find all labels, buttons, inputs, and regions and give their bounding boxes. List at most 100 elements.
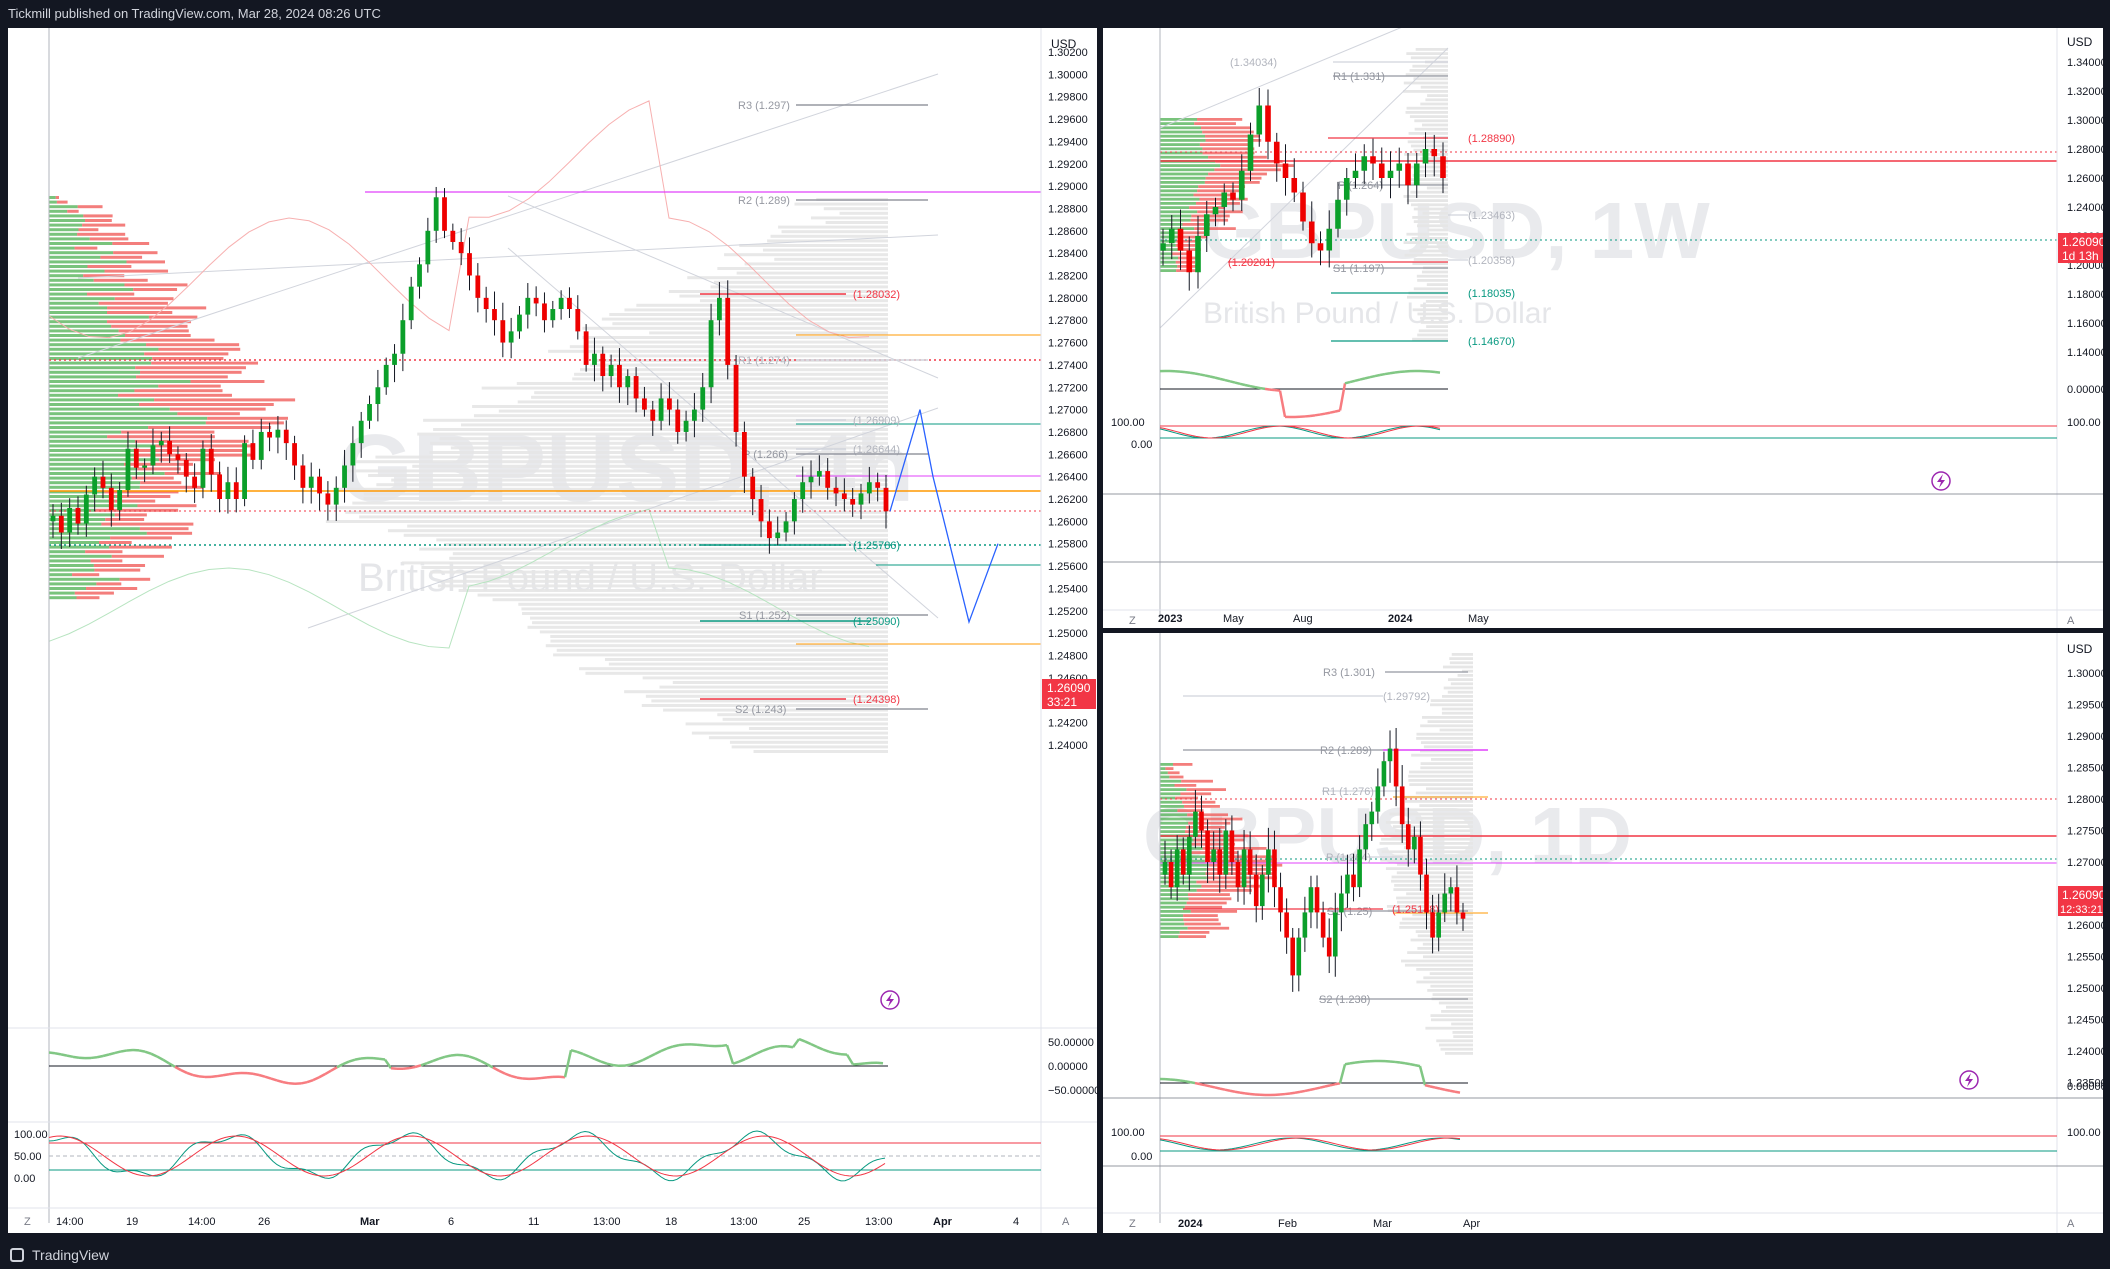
- vp-bar-down: [155, 444, 254, 448]
- candle-bear: [825, 471, 831, 488]
- vp-bar-value-area: [839, 211, 888, 215]
- vp-bar-up: [49, 536, 111, 540]
- daily-vp-value-area: [1406, 892, 1473, 896]
- osc1-segment: [192, 1073, 200, 1078]
- daily-vp-value-area: [1402, 808, 1473, 812]
- vp-bar-down: [151, 361, 259, 365]
- daily-vp-value-area: [1432, 993, 1473, 996]
- daily-lightning-icon[interactable]: [1959, 1070, 1979, 1090]
- time-axis[interactable]: 14:00 19 14:00 26 Mar 6 11 13:00 18 13:00 25 13:00 A…: [56, 1216, 1019, 1228]
- weekly-chart-panel[interactable]: GBPUSD, 1W British Pound / U.S. Dollar (…: [1103, 28, 2103, 628]
- vp-bar-value-area: [710, 285, 888, 289]
- daily-vp-down: [1184, 830, 1223, 833]
- vp-bar-down: [139, 403, 274, 406]
- vp-bar-value-area: [391, 478, 888, 482]
- daily-price-tick: 1.29000: [2067, 731, 2103, 743]
- candle-bear: [458, 241, 464, 254]
- daily-price-axis[interactable]: 1.30000 1.29500 1.29000 1.28500 1.28000 1.275…: [2067, 668, 2103, 1090]
- weekly-chart-svg[interactable]: GBPUSD, 1W British Pound / U.S. Dollar (…: [1103, 28, 2103, 628]
- daily-vp-down: [1169, 775, 1184, 779]
- vp-bar-value-area: [342, 469, 888, 473]
- candle-bear: [217, 474, 222, 499]
- price-axis[interactable]: 1.30200 1.30000 1.29800 1.29600 1.29400 1.292…: [1048, 47, 1088, 752]
- weekly-vp-value-area: [1413, 148, 1448, 152]
- weekly-vp-value-area: [1422, 211, 1448, 215]
- main-chart-panel[interactable]: GBPUSD, 4h British Pound / U.S. Dollar R…: [8, 28, 1097, 1233]
- daily-candle-bull: [1332, 912, 1338, 957]
- weekly-time-axis[interactable]: 2023 May Aug 2024 May: [1158, 613, 1489, 625]
- daily-vp-value-area: [1415, 930, 1473, 933]
- vp-bar-up: [49, 200, 57, 204]
- daily-auto-scale-button[interactable]: A: [2067, 1218, 2075, 1230]
- candle-bull: [717, 297, 722, 321]
- weekly-candle-bull: [1221, 192, 1228, 207]
- vp-bar-down: [100, 255, 143, 259]
- candle-bull: [708, 320, 714, 388]
- daily-vp-value-area: [1408, 779, 1473, 782]
- daily-osc1-segment: [1394, 1060, 1401, 1064]
- weekly-zoom-z-button[interactable]: Z: [1129, 615, 1136, 627]
- daily-price-tick: 1.30000: [2067, 668, 2103, 680]
- vp-bar-up: [49, 278, 94, 282]
- daily-stoch-d: [1159, 1137, 1461, 1151]
- daily-chart-panel[interactable]: GBPUSD, 1D R3 (1.301) (1.29792) R2 (1.289)…: [1103, 633, 2103, 1233]
- osc1-segment: [270, 1077, 278, 1082]
- price-tick: 1.28600: [1048, 226, 1088, 238]
- weekly-vp-value-area: [1415, 169, 1448, 173]
- weekly-price-tick: 1.16000: [2067, 318, 2103, 330]
- daily-osc1-segment: [1319, 1085, 1326, 1089]
- daily-chart-svg[interactable]: GBPUSD, 1D R3 (1.301)(1.29792)R2 (1.289)…: [1103, 633, 2103, 1233]
- vp-bar-up: [49, 416, 208, 420]
- footer-brand: TradingView: [32, 1247, 110, 1263]
- price-tick: 1.26800: [1048, 427, 1088, 439]
- auto-scale-button[interactable]: A: [1062, 1216, 1070, 1228]
- candle-bear: [542, 303, 547, 321]
- vp-bar-up: [49, 329, 119, 333]
- pivot-label: (1.24398): [853, 694, 900, 706]
- weekly-osc1-segment: [1309, 414, 1316, 418]
- daily-vp-up: [1160, 763, 1173, 766]
- daily-osc1-segment: [1304, 1088, 1311, 1093]
- daily-candlesticks: [1162, 727, 1466, 992]
- daily-candle-bull: [1308, 887, 1314, 913]
- weekly-vp-value-area: [1425, 300, 1448, 303]
- daily-vp-value-area: [1438, 1043, 1473, 1047]
- vp-bar-down: [109, 545, 172, 549]
- candle-bear: [533, 297, 539, 304]
- vp-bar-up: [49, 306, 108, 310]
- lightning-icon[interactable]: [880, 990, 900, 1010]
- osc1-segment: [845, 1053, 855, 1066]
- daily-zoom-z-button[interactable]: Z: [1129, 1218, 1136, 1230]
- vp-bar-value-area: [585, 671, 888, 675]
- daily-vp-value-area: [1438, 1001, 1473, 1005]
- osc1-segment: [816, 1045, 824, 1051]
- vp-bar-up: [49, 219, 85, 222]
- main-chart-svg[interactable]: GBPUSD, 4h British Pound / U.S. Dollar R…: [8, 28, 1097, 1233]
- vp-bar-down: [114, 297, 174, 301]
- osc1-segment: [702, 1044, 710, 1048]
- candle-bull: [550, 309, 556, 321]
- vp-bar-value-area: [649, 331, 888, 335]
- weekly-auto-scale-button[interactable]: A: [2067, 615, 2075, 627]
- daily-vp-value-area: [1391, 875, 1473, 879]
- weekly-vp-up: [1160, 147, 1203, 151]
- weekly-vp-down: [1205, 176, 1262, 180]
- candle-bear: [883, 487, 889, 512]
- osc1-segment: [258, 1073, 266, 1078]
- weekly-price-axis[interactable]: 1.34000 1.32000 1.30000 1.28000 1.26000 1.240…: [2067, 57, 2103, 359]
- daily-candle-bear: [1424, 874, 1429, 913]
- daily-candle-bear: [1253, 874, 1259, 907]
- candle-bear: [575, 309, 581, 332]
- weekly-osc1-segment: [1189, 371, 1196, 375]
- weekly-lightning-icon[interactable]: [1931, 471, 1951, 491]
- weekly-osc1-segment: [1389, 371, 1396, 375]
- vp-bar-value-area: [430, 441, 888, 445]
- weekly-oscillators: 0.00000 100.00 100.00 0.00: [1111, 369, 2103, 451]
- vp-bar-down: [159, 458, 215, 462]
- weekly-vp-up: [1160, 168, 1215, 172]
- osc1-segment: [66, 1054, 74, 1059]
- zoom-z-button[interactable]: Z: [24, 1216, 31, 1228]
- candle-bear: [492, 309, 497, 321]
- daily-time-axis[interactable]: 2024 Feb Mar Apr: [1178, 1218, 1480, 1230]
- weekly-watermark-name: British Pound / U.S. Dollar: [1203, 297, 1551, 330]
